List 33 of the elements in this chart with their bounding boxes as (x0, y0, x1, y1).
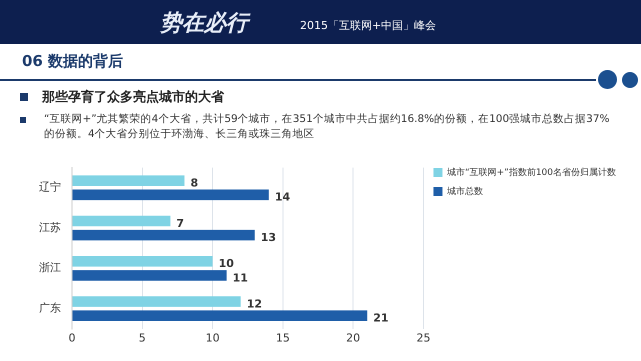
text: 势在必行 (160, 10, 248, 38)
x-tick-label: 15 (276, 331, 290, 344)
chart-title: 06 数据的背后 (22, 52, 124, 71)
y-tick-label: 浙江 (39, 261, 61, 274)
data-label: 7 (176, 216, 184, 230)
bar (72, 270, 227, 281)
x-tick-label: 25 (416, 331, 430, 344)
data-label: 11 (232, 271, 248, 284)
bar (72, 256, 213, 267)
y-tick-label: 辽宁 (39, 180, 61, 194)
x-tick-label: 0 (68, 331, 76, 344)
data-label: 10 (218, 257, 234, 270)
y-tick-label: 江苏 (39, 220, 61, 234)
bar (72, 310, 368, 321)
y-tick-label: 广东 (39, 302, 61, 315)
bar (72, 190, 269, 200)
data-label: 14 (274, 190, 290, 204)
chart-subtitle: 那些孕育了众多亮点城市的大省 (40, 88, 224, 106)
bar (72, 296, 241, 307)
data-label: 21 (373, 312, 389, 325)
bar (72, 216, 170, 226)
legend-label: 城市总数 (446, 186, 483, 197)
text: “互联网+”尤其繁荣的4个大省，共计59个城市，在351个城市中共占据约16.8%的份额，在100强城市总数占据37%的份额。4个大省分别位于环渤海、长三角或珠三角地区 (44, 112, 610, 142)
data-label: 8 (190, 176, 198, 190)
x-tick-label: 5 (138, 331, 146, 344)
data-label: 12 (246, 297, 262, 310)
x-tick-label: 20 (346, 331, 360, 344)
text: 2015「互联网+中国」峰会 (300, 18, 436, 33)
legend-label: 城市“互联网+”指数前100名省份归属计数 (446, 166, 616, 178)
bar (72, 175, 184, 186)
bar (72, 230, 255, 240)
data-label: 13 (260, 230, 276, 244)
x-tick-label: 10 (206, 331, 220, 344)
